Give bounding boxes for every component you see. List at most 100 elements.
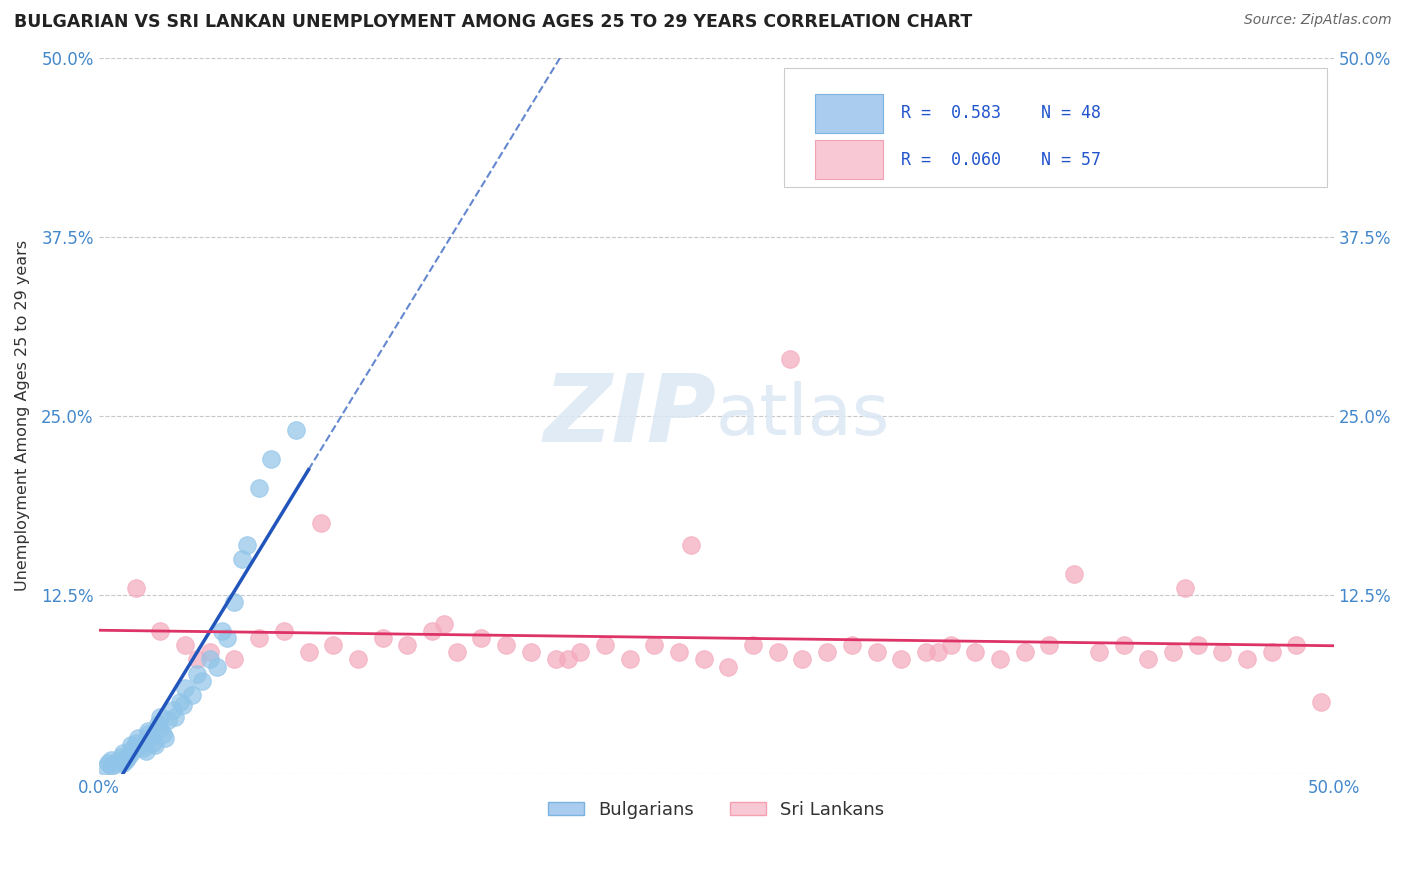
Point: [224, 652, 246, 666]
Point: [231, 552, 253, 566]
Point: [815, 645, 838, 659]
Point: [124, 581, 146, 595]
Point: [988, 652, 1011, 666]
Point: [273, 624, 295, 638]
Point: [742, 638, 765, 652]
Point: [717, 659, 740, 673]
Point: [593, 638, 616, 652]
Point: [165, 710, 187, 724]
Point: [136, 727, 159, 741]
Point: [1261, 645, 1284, 659]
Point: [142, 736, 165, 750]
Point: [186, 652, 208, 666]
Point: [792, 652, 814, 666]
Point: [544, 652, 567, 666]
Point: [110, 750, 132, 764]
Point: [557, 652, 579, 666]
Point: [1112, 638, 1135, 652]
Point: [149, 624, 172, 638]
Point: [681, 538, 703, 552]
Point: [939, 638, 962, 652]
Point: [643, 638, 665, 652]
Y-axis label: Unemployment Among Ages 25 to 29 years: Unemployment Among Ages 25 to 29 years: [15, 240, 30, 591]
Point: [1174, 581, 1197, 595]
Bar: [815, 94, 883, 133]
Point: [396, 638, 419, 652]
Point: [135, 744, 157, 758]
Point: [1014, 645, 1036, 659]
Text: Source: ZipAtlas.com: Source: ZipAtlas.com: [1244, 13, 1392, 28]
Point: [145, 739, 167, 753]
Point: [1236, 652, 1258, 666]
Point: [94, 760, 117, 774]
Point: [668, 645, 690, 659]
Point: [779, 351, 801, 366]
Point: [127, 731, 149, 746]
Point: [865, 645, 887, 659]
Point: [224, 595, 246, 609]
Point: [152, 727, 174, 741]
Point: [139, 731, 162, 746]
Point: [205, 659, 228, 673]
Point: [309, 516, 332, 531]
Point: [470, 631, 492, 645]
Text: R =  0.583    N = 48: R = 0.583 N = 48: [901, 104, 1101, 122]
Point: [1211, 645, 1233, 659]
Text: R =  0.060    N = 57: R = 0.060 N = 57: [901, 151, 1101, 169]
Point: [1310, 696, 1333, 710]
Text: BULGARIAN VS SRI LANKAN UNEMPLOYMENT AMONG AGES 25 TO 29 YEARS CORRELATION CHART: BULGARIAN VS SRI LANKAN UNEMPLOYMENT AMO…: [14, 13, 973, 31]
Point: [149, 721, 172, 735]
Point: [191, 673, 214, 688]
Point: [136, 724, 159, 739]
Point: [122, 741, 145, 756]
Point: [1063, 566, 1085, 581]
Point: [211, 624, 233, 638]
Bar: [815, 140, 883, 179]
Point: [112, 746, 135, 760]
Point: [433, 616, 456, 631]
Point: [322, 638, 344, 652]
Point: [149, 710, 172, 724]
Point: [693, 652, 716, 666]
Point: [124, 736, 146, 750]
Point: [285, 423, 308, 437]
Point: [420, 624, 443, 638]
Point: [1187, 638, 1209, 652]
Point: [112, 756, 135, 770]
Text: ZIP: ZIP: [543, 370, 716, 462]
Point: [236, 538, 259, 552]
Legend: Bulgarians, Sri Lankans: Bulgarians, Sri Lankans: [540, 794, 891, 826]
Point: [1038, 638, 1060, 652]
Point: [927, 645, 949, 659]
Point: [297, 645, 319, 659]
Point: [120, 739, 142, 753]
Point: [1285, 638, 1308, 652]
Point: [100, 753, 122, 767]
Point: [247, 481, 270, 495]
Point: [97, 756, 120, 770]
Point: [169, 696, 191, 710]
Point: [162, 703, 184, 717]
Point: [100, 758, 122, 772]
Point: [841, 638, 863, 652]
Point: [520, 645, 543, 659]
Point: [619, 652, 641, 666]
Point: [181, 689, 204, 703]
Point: [915, 645, 938, 659]
Point: [174, 681, 197, 695]
Point: [114, 753, 136, 767]
Point: [146, 717, 169, 731]
Point: [104, 757, 127, 772]
Point: [156, 713, 179, 727]
Point: [371, 631, 394, 645]
Point: [766, 645, 789, 659]
Point: [1088, 645, 1111, 659]
Point: [186, 666, 208, 681]
Point: [107, 754, 129, 768]
Point: [1161, 645, 1184, 659]
Point: [172, 698, 194, 713]
Point: [117, 750, 139, 764]
Point: [198, 652, 221, 666]
Point: [1137, 652, 1160, 666]
Point: [495, 638, 517, 652]
